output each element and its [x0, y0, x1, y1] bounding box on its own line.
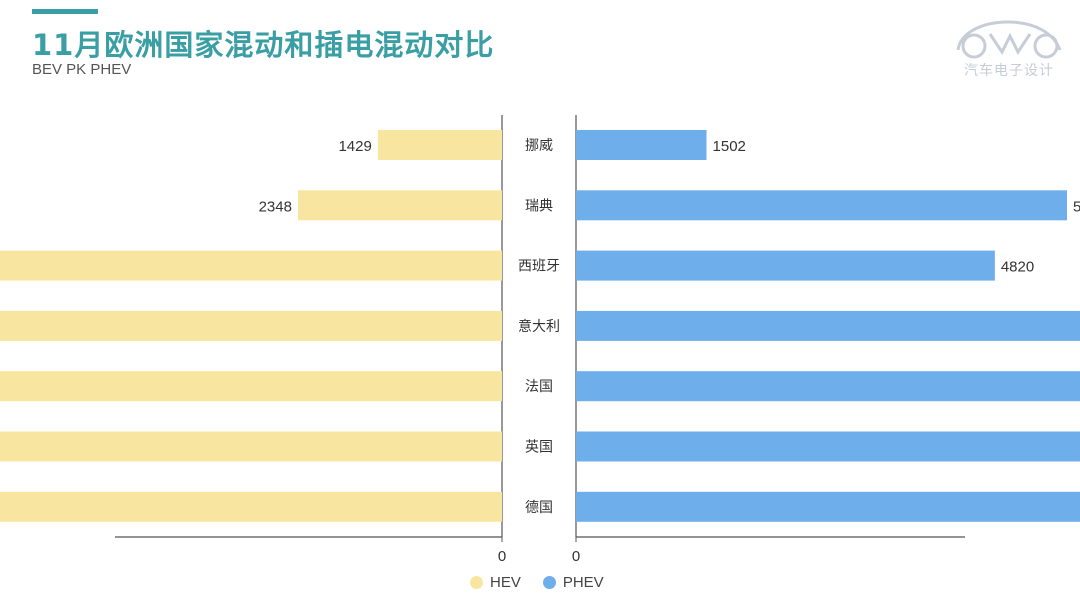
phev-bar — [576, 371, 1080, 402]
logo-text: 汽车电子设计 — [964, 63, 1054, 79]
brand-logo: 汽车电子设计 — [950, 12, 1068, 80]
page-title: 11月欧洲国家混动和插电混动对比 — [32, 28, 495, 62]
hev-bar — [297, 190, 502, 221]
category-label: 瑞典 — [525, 198, 553, 214]
category-label: 挪威 — [525, 138, 553, 154]
legend-swatch-phev — [542, 576, 556, 589]
legend-item-hev[interactable]: HEV — [470, 574, 521, 591]
category-label: 英国 — [525, 439, 553, 456]
category-label: 西班牙 — [518, 259, 560, 275]
phev-bar — [576, 190, 1067, 221]
category-label: 法国 — [525, 379, 553, 395]
legend-item-phev[interactable]: PHEV — [542, 574, 604, 591]
hev-bar — [0, 491, 502, 522]
hev-value-label: 2348 — [259, 198, 292, 215]
phev-bar — [576, 130, 707, 160]
hev-value-label: 1429 — [338, 138, 371, 155]
left-tick-label: 0 — [498, 548, 506, 565]
phev-bar — [576, 431, 1080, 462]
legend-swatch-hev — [470, 576, 483, 589]
chart-legend: HEV PHEV — [470, 574, 604, 591]
category-label: 意大利 — [518, 318, 560, 335]
phev-value-label: 1502 — [713, 138, 746, 155]
right-tick-label: 0 — [572, 548, 580, 565]
hev-bar — [0, 310, 502, 341]
hev-bar — [0, 431, 502, 462]
title-accent-bar — [32, 9, 98, 14]
phev-bar — [576, 491, 1080, 522]
phev-value-label: 4820 — [1001, 259, 1034, 276]
legend-label-phev: PHEV — [562, 574, 604, 591]
phev-bar — [576, 310, 1080, 341]
car-outline-icon — [956, 20, 1062, 59]
phev-value-label: 5650 — [1073, 198, 1080, 215]
hev-bar — [377, 130, 502, 160]
hev-bar — [0, 250, 502, 281]
legend-label-hev: HEV — [490, 574, 521, 591]
page-subtitle: BEV PK PHEV — [32, 61, 132, 78]
hev-bar — [0, 371, 502, 402]
category-label: 德国 — [525, 500, 553, 516]
phev-bar — [576, 250, 995, 281]
